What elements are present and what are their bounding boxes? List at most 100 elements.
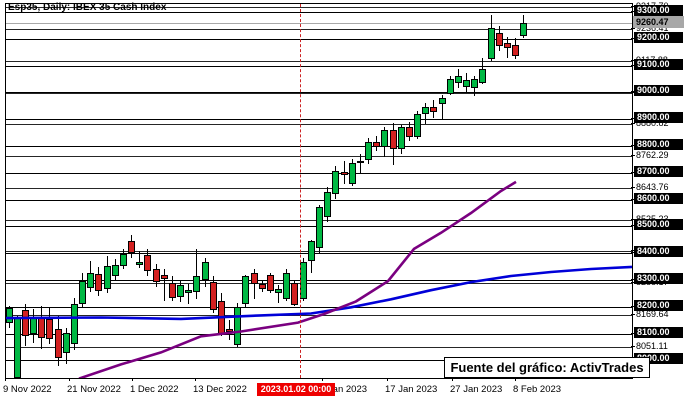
candle-wick xyxy=(188,284,190,305)
price-axis-label: 8400.00 xyxy=(634,246,683,258)
candle-up xyxy=(62,333,70,353)
candle-up xyxy=(471,78,479,88)
candle-up xyxy=(463,80,470,87)
candle-up xyxy=(316,207,323,248)
price-axis-tick xyxy=(631,145,635,146)
candle-up xyxy=(185,289,193,293)
current-price-label: 9260.47 xyxy=(633,15,684,28)
candle-up xyxy=(103,266,111,290)
candle-down xyxy=(209,281,217,310)
candle-down xyxy=(144,255,152,272)
price-axis-tick xyxy=(631,118,635,120)
candle-up xyxy=(177,285,185,297)
level-price-label: 8762.29 xyxy=(636,150,669,161)
price-axis-tick xyxy=(631,171,635,173)
gridline xyxy=(6,199,632,201)
candle-up xyxy=(414,113,421,137)
candle-up xyxy=(136,262,144,265)
price-axis-tick xyxy=(631,64,635,66)
moving-averages xyxy=(6,180,632,378)
candle-wick xyxy=(425,103,427,125)
source-note: Fuente del gráfico: ActivTrades xyxy=(444,357,650,378)
candle-up xyxy=(381,129,389,148)
level-line xyxy=(6,187,632,189)
candle-down xyxy=(291,283,299,305)
candle-down xyxy=(46,319,54,339)
price-axis-label: 8600.00 xyxy=(634,192,683,204)
candle-up xyxy=(79,281,86,305)
price-axis-tick xyxy=(631,279,635,280)
candle-wick xyxy=(359,154,361,173)
price-axis-label: 8800.00 xyxy=(634,139,683,150)
price-axis-label: 9300.00 xyxy=(634,5,683,16)
candle-down xyxy=(128,240,135,253)
price-axis-label: 9200.00 xyxy=(634,31,683,43)
candle-wick xyxy=(278,285,280,303)
price-axis-label: 8700.00 xyxy=(634,165,683,177)
candle-up xyxy=(446,79,454,94)
candle-wick xyxy=(163,269,165,301)
candle-down xyxy=(405,127,413,137)
time-axis-label: 27 Jan 2023 xyxy=(450,384,503,395)
level-line xyxy=(6,124,632,126)
candle-down xyxy=(373,142,381,148)
candle-up xyxy=(397,127,405,149)
current-price-line xyxy=(6,22,632,24)
gridline xyxy=(6,333,632,335)
level-line xyxy=(6,29,632,30)
candle-down xyxy=(168,282,176,299)
candle-up xyxy=(6,308,13,323)
time-axis-tick xyxy=(69,378,70,381)
candle-down xyxy=(340,171,348,175)
candle-down xyxy=(152,269,160,283)
candle-wick xyxy=(196,248,198,299)
price-axis-label: 8100.00 xyxy=(634,326,683,338)
gridline xyxy=(6,38,632,40)
candle-up xyxy=(234,306,242,346)
price-axis-tick xyxy=(631,305,635,307)
candle-up xyxy=(332,170,340,194)
price-axis-tick xyxy=(631,11,635,12)
candle-up xyxy=(307,241,315,261)
level-tick xyxy=(631,282,635,284)
level-tick xyxy=(631,91,635,93)
candle-up xyxy=(119,254,127,267)
candle-down xyxy=(258,284,266,290)
candle-up xyxy=(242,276,250,305)
level-tick xyxy=(631,345,635,347)
time-axis-label: 13 Dec 2022 xyxy=(193,384,247,395)
candle-up xyxy=(111,264,119,276)
price-axis-label: 8500.00 xyxy=(634,219,683,231)
ma-slow-purple xyxy=(78,180,517,378)
time-axis-tick xyxy=(387,378,388,381)
gridline xyxy=(6,146,632,147)
candle-down xyxy=(495,32,503,46)
candle-up xyxy=(479,69,487,83)
candle-wick xyxy=(441,95,443,120)
time-axis-label: 8 Feb 2023 xyxy=(513,384,562,395)
level-price-label: 8525.23 xyxy=(636,214,669,224)
gridline xyxy=(6,172,632,174)
price-axis-label: 8900.00 xyxy=(634,112,683,124)
level-line xyxy=(6,346,632,348)
price-axis-tick xyxy=(631,225,635,227)
level-price-label: 8169.64 xyxy=(636,308,669,319)
level-tick xyxy=(631,155,635,157)
candle-down xyxy=(250,273,258,284)
gridline xyxy=(6,306,632,308)
level-tick xyxy=(631,186,635,188)
level-tick xyxy=(631,6,635,8)
level-price-label: 8643.76 xyxy=(636,181,669,192)
chart-plot-area[interactable] xyxy=(5,3,633,379)
candle-up xyxy=(70,303,78,345)
price-axis-tick xyxy=(631,252,635,254)
level-line xyxy=(6,156,632,158)
gridline xyxy=(6,280,632,281)
level-price-label: 9236.41 xyxy=(636,23,669,33)
time-axis-tick xyxy=(515,378,516,381)
price-axis-tick xyxy=(631,37,635,39)
level-tick xyxy=(631,218,635,220)
candle-down xyxy=(512,45,519,56)
candle-up xyxy=(356,160,364,163)
